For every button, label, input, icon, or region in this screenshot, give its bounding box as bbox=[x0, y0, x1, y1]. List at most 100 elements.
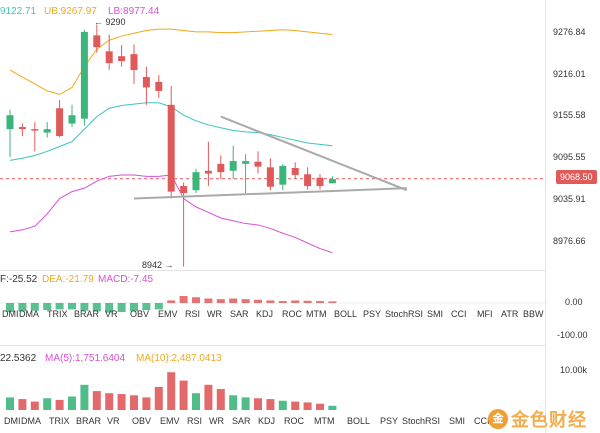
volume-bar bbox=[316, 403, 324, 410]
macd-dif-value: F:-25.52 bbox=[0, 274, 38, 285]
volume-bar bbox=[92, 391, 101, 410]
volume-bar bbox=[192, 393, 200, 410]
indicator-tab-wr[interactable]: WR bbox=[207, 309, 222, 319]
candle-body bbox=[56, 108, 64, 137]
indicator-tab-dmi[interactable]: DMI bbox=[2, 309, 19, 319]
indicator-tab-stochrsi[interactable]: StochRSI bbox=[402, 416, 441, 426]
volume-ma5-value: MA(5):1,751.6404 bbox=[45, 353, 126, 364]
volume-bar bbox=[142, 397, 151, 410]
macd-histogram-bar bbox=[179, 295, 188, 303]
indicator-tab-boll[interactable]: BOLL bbox=[334, 309, 358, 319]
indicator-tab-brar[interactable]: BRAR bbox=[76, 416, 102, 426]
indicator-tab-psy[interactable]: PSY bbox=[363, 309, 382, 319]
volume-bar bbox=[266, 399, 275, 410]
macd-histogram-bar bbox=[254, 299, 262, 303]
indicator-tab-boll[interactable]: BOLL bbox=[347, 416, 371, 426]
macd-histogram-bar bbox=[154, 303, 163, 310]
indicator-tab-kdj[interactable]: KDJ bbox=[258, 416, 276, 426]
indicator-tab-atr[interactable]: ATR bbox=[501, 309, 519, 319]
indicator-tab-vr[interactable]: VR bbox=[105, 309, 118, 319]
indicator-tab-cci[interactable]: CCI bbox=[474, 416, 490, 426]
indicator-tab-dmi[interactable]: DMI bbox=[4, 416, 21, 426]
indicator-tab-bbw[interactable]: BBW bbox=[523, 309, 544, 319]
macd-histogram-bar bbox=[6, 303, 14, 312]
candle-body bbox=[316, 177, 324, 187]
triangle-lower-trendline bbox=[133, 187, 407, 200]
macd-histogram-bar bbox=[80, 303, 89, 311]
macd-histogram-bar bbox=[316, 301, 324, 303]
candle-body bbox=[6, 115, 14, 130]
indicator-tab-stochrsi[interactable]: StochRSI bbox=[385, 309, 424, 319]
candle-body bbox=[204, 170, 212, 174]
macd-histogram-bar bbox=[30, 303, 39, 311]
indicator-tab-dma[interactable]: DMA bbox=[19, 309, 39, 319]
indicator-tab-wr[interactable]: WR bbox=[209, 416, 224, 426]
indicator-tab-obv[interactable]: OBV bbox=[132, 416, 152, 426]
indicator-tab-rsi[interactable]: RSI bbox=[187, 416, 203, 426]
indicator-tab-vr[interactable]: VR bbox=[107, 416, 120, 426]
macd-histogram-bar bbox=[266, 300, 275, 303]
candle-body bbox=[291, 168, 299, 175]
volume-bar bbox=[303, 402, 312, 410]
volume-bar bbox=[291, 401, 300, 410]
indicator-tab-roc[interactable]: ROC bbox=[284, 416, 304, 426]
candle-body bbox=[180, 186, 188, 193]
macd-dea-value: DEA:-21.79 bbox=[42, 274, 94, 285]
volume-bar bbox=[204, 384, 213, 410]
volume-ma10-value: MA(10):2,487.0413 bbox=[136, 353, 222, 364]
candle-body bbox=[155, 81, 163, 91]
indicator-tab-brar[interactable]: BRAR bbox=[74, 309, 100, 319]
macd-axis-label: -100.00 bbox=[557, 330, 588, 340]
indicator-tab-cci[interactable]: CCI bbox=[451, 309, 467, 319]
boll-mid-value: 9122.71 bbox=[0, 6, 37, 17]
volume-bar bbox=[6, 397, 14, 410]
candle-body bbox=[217, 163, 225, 173]
indicator-tab-smi[interactable]: SMI bbox=[449, 416, 466, 426]
indicator-tab-sar[interactable]: SAR bbox=[232, 416, 251, 426]
volume-bar bbox=[154, 386, 163, 410]
volume-bar bbox=[229, 395, 238, 410]
volume-bar bbox=[117, 394, 126, 410]
volume-bar bbox=[241, 397, 250, 410]
candle-body bbox=[192, 172, 200, 191]
price-axis-label: 9276.84 bbox=[553, 27, 586, 37]
indicator-tab-dma[interactable]: DMA bbox=[21, 416, 41, 426]
indicator-tab-trix[interactable]: TRIX bbox=[49, 416, 70, 426]
indicator-tab-mtm[interactable]: MTM bbox=[306, 309, 327, 319]
macd-pane-separator bbox=[0, 345, 545, 346]
indicator-tab-psy[interactable]: PSY bbox=[380, 416, 399, 426]
indicator-tab-trix[interactable]: TRIX bbox=[47, 309, 68, 319]
indicator-tab-kdj[interactable]: KDJ bbox=[256, 309, 274, 319]
indicator-tab-emv[interactable]: EMV bbox=[160, 416, 180, 426]
price-axis-label: 9035.91 bbox=[553, 194, 586, 204]
macd-axis-label: 0.00 bbox=[565, 297, 583, 307]
indicator-tab-rsi[interactable]: RSI bbox=[185, 309, 201, 319]
indicator-tab-sar[interactable]: SAR bbox=[230, 309, 249, 319]
macd-histogram-bar bbox=[241, 299, 250, 303]
price-axis-label: 9155.58 bbox=[553, 110, 586, 120]
indicator-tab-obv[interactable]: OBV bbox=[130, 309, 150, 319]
boll-ub-value: UB:9267.97 bbox=[44, 6, 97, 17]
macd-histogram-bar bbox=[18, 303, 27, 312]
volume-bar bbox=[68, 396, 76, 410]
candle-body bbox=[93, 35, 101, 48]
triangle-upper-trendline bbox=[220, 115, 408, 192]
candle-body bbox=[229, 161, 237, 171]
candle-body bbox=[142, 77, 150, 88]
volume-bar bbox=[55, 399, 64, 410]
indicator-tab-mtm[interactable]: MTM bbox=[314, 416, 335, 426]
macd-histogram-bar bbox=[291, 300, 300, 303]
macd-value: MACD:-7.45 bbox=[98, 274, 154, 285]
indicator-tab-mfi[interactable]: MFI bbox=[477, 309, 493, 319]
volume-bar bbox=[80, 384, 89, 410]
indicator-tab-roc[interactable]: ROC bbox=[282, 309, 302, 319]
macd-histogram-bar bbox=[204, 298, 213, 303]
indicator-tab-emv[interactable]: EMV bbox=[158, 309, 178, 319]
price-axis-label: 8976.66 bbox=[553, 236, 586, 246]
indicator-tab-smi[interactable]: SMI bbox=[427, 309, 444, 319]
macd-histogram-bar bbox=[117, 303, 126, 312]
candle-body bbox=[130, 54, 138, 71]
candle-body bbox=[266, 167, 274, 187]
